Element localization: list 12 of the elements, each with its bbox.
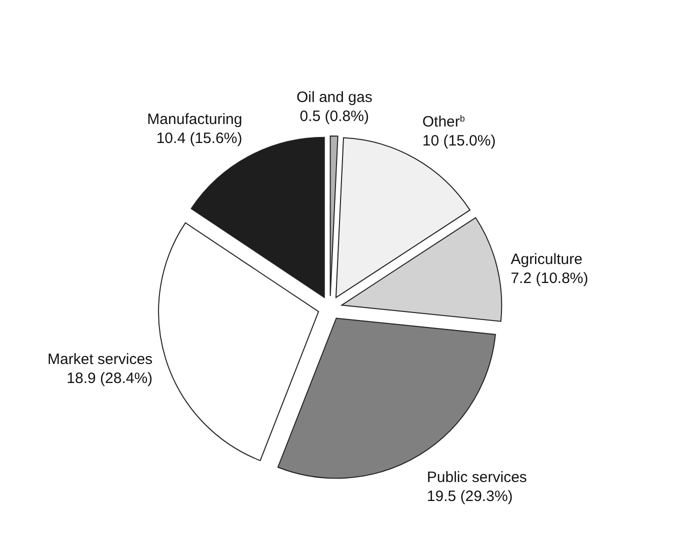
data-label: 7.2 (10.8%): [510, 270, 588, 288]
slice-label: Agriculture: [510, 251, 582, 268]
slice-label: Other$^{b}$: [422, 114, 465, 131]
slice-label: Oil and gas: [296, 89, 372, 106]
data-label: 10.4 (15.6%): [156, 130, 242, 147]
data-label: 0.5 (0.8%): [300, 108, 369, 126]
data-label: 10 (15.0%): [422, 132, 496, 150]
slice-label: Market services: [48, 350, 153, 368]
slice-label: Manufacturing: [147, 111, 242, 128]
data-label: 19.5 (29.3%): [426, 488, 513, 505]
data-label: 18.9 (28.4%): [66, 370, 153, 387]
slice-label: Public services: [426, 468, 527, 486]
